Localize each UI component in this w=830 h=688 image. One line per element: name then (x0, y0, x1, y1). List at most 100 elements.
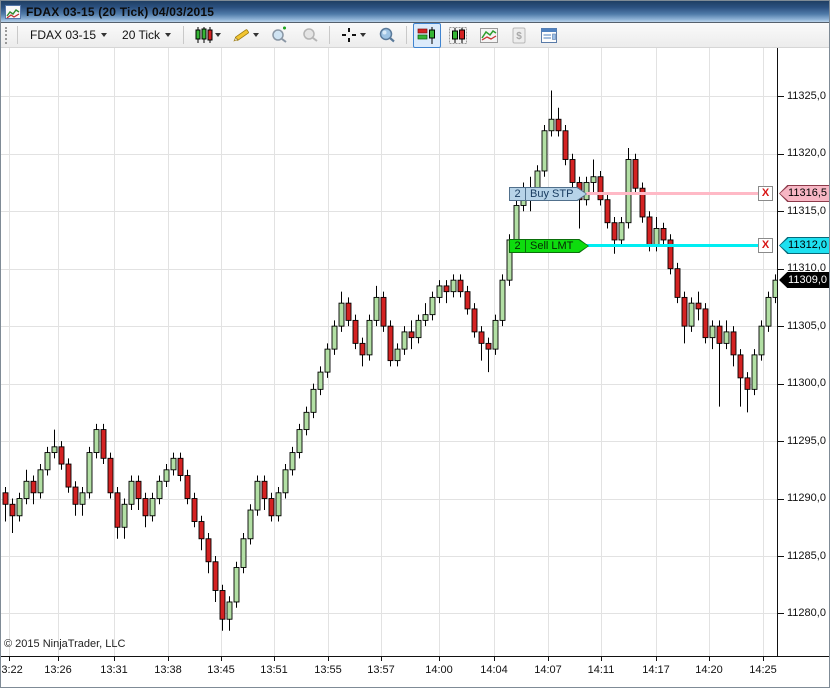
candle-body (632, 159, 639, 189)
bar-type-button[interactable] (190, 23, 225, 47)
candle-body (450, 279, 457, 293)
candle-body (282, 469, 289, 494)
candle-body (359, 342, 366, 356)
buy-order-cancel-button[interactable]: X (758, 186, 773, 201)
candle-body (737, 354, 744, 379)
time-tick (601, 657, 602, 661)
data-box-button[interactable] (373, 23, 400, 47)
candle-body (149, 498, 156, 517)
candle-body (583, 182, 590, 201)
chart-window-icon (5, 4, 21, 19)
last-price-label: 11309,0 (780, 273, 829, 287)
time-tick (168, 657, 169, 661)
bar-type-icon (195, 27, 213, 43)
candle-body (114, 492, 121, 528)
time-tick (381, 657, 382, 661)
candle-body (730, 331, 737, 356)
candle-body (79, 492, 86, 505)
sell-order-label: Sell LMT (530, 239, 574, 252)
instrument-label: FDAX 03-15 (30, 28, 97, 42)
properties-button[interactable] (535, 23, 563, 48)
crosshair-icon (342, 28, 357, 42)
candle-body (408, 331, 415, 339)
price-tick (778, 499, 784, 500)
time-axis-label: 14:11 (587, 664, 615, 676)
copyright-text: © 2015 NinjaTrader, LLC (4, 638, 126, 650)
candle-body (72, 486, 79, 505)
toolbar-grip[interactable] (5, 26, 9, 44)
candle-body (205, 538, 212, 563)
price-tick (778, 384, 784, 385)
buy-order-tag-body: 2 Buy STP (510, 188, 586, 200)
price-axis-label: 11305,0 (787, 320, 826, 332)
candlestick-chart[interactable] (1, 48, 778, 656)
candles (2, 90, 778, 631)
indicators-button[interactable] (475, 23, 503, 48)
time-tick (439, 657, 440, 661)
candle-body (681, 296, 688, 327)
candle-body (611, 222, 618, 241)
candle-body (751, 354, 758, 390)
sell-order-qty: 2 (510, 240, 526, 252)
chart-trader-hidden-button[interactable] (444, 23, 472, 48)
candle-body (758, 325, 765, 356)
candle-body (219, 590, 226, 620)
drawing-tools-button[interactable] (228, 23, 263, 47)
candle-body (86, 452, 93, 494)
candle-body (597, 176, 604, 201)
time-tick (114, 657, 115, 661)
price-tick (778, 211, 784, 212)
candle-body (513, 205, 520, 241)
zoom-out-button (296, 23, 323, 47)
candle-body (723, 331, 730, 344)
candle-body (289, 452, 296, 471)
candle-body (268, 498, 275, 517)
price-tick (778, 556, 784, 557)
candle-body (590, 176, 597, 183)
candle-body (387, 325, 394, 362)
zoom-in-button[interactable] (266, 23, 293, 47)
interval-selector[interactable]: 20 Tick (116, 25, 177, 45)
time-axis-label: 14:25 (749, 664, 777, 676)
candle-body (646, 216, 653, 247)
candle-body (128, 480, 135, 505)
toolbar-separator (329, 26, 331, 44)
sell-order-price-tag: 11312,0 (779, 237, 829, 254)
last-price-tag: 11309,0 (779, 272, 829, 288)
buy-price-tag-label: 11316,5 (780, 186, 829, 201)
price-axis[interactable]: 11325,0 11320,0 11315,0 11310,0 11305,0 11300… (778, 48, 829, 656)
account-data-icon: $ (512, 27, 526, 43)
candle-body (163, 469, 170, 482)
chart-trader-icon (417, 26, 436, 44)
candle-body (170, 457, 177, 471)
candle-body (772, 279, 778, 298)
candle-body (135, 480, 142, 499)
buy-order-price-tag: 11316,5 (779, 185, 829, 202)
zoom-in-icon (272, 26, 287, 43)
title-bar[interactable]: FDAX 03-15 (20 Tick) 04/03/2015 (1, 1, 829, 23)
chart-trader-button[interactable] (413, 22, 442, 48)
price-tick (778, 96, 784, 97)
instrument-selector[interactable]: FDAX 03-15 (24, 25, 113, 45)
candle-body (2, 492, 9, 505)
time-axis-label: 13:55 (314, 664, 342, 676)
buy-order-tag[interactable]: 2 Buy STP (509, 187, 587, 201)
time-axis-label: 14:04 (480, 664, 508, 676)
candle-body (156, 480, 163, 499)
sell-order-line[interactable] (586, 244, 758, 247)
candle-body (541, 130, 548, 172)
sell-order-tag[interactable]: 2 Sell LMT (509, 239, 589, 253)
buy-order-line[interactable] (586, 192, 758, 195)
svg-text:$: $ (516, 31, 522, 42)
candle-body (562, 130, 569, 160)
sell-order-cancel-button[interactable]: X (758, 238, 773, 253)
candle-body (275, 492, 282, 517)
chart-trader-hidden-icon (449, 26, 468, 44)
candle-body (485, 342, 492, 350)
time-axis[interactable]: 13:22 13:26 13:31 13:38 13:45 13:51 13:55 13:57… (1, 656, 829, 687)
crosshair-button[interactable] (336, 23, 370, 47)
candle-body (366, 319, 373, 356)
candle-body (212, 561, 219, 591)
properties-icon (541, 27, 558, 43)
candle-body (765, 296, 772, 327)
